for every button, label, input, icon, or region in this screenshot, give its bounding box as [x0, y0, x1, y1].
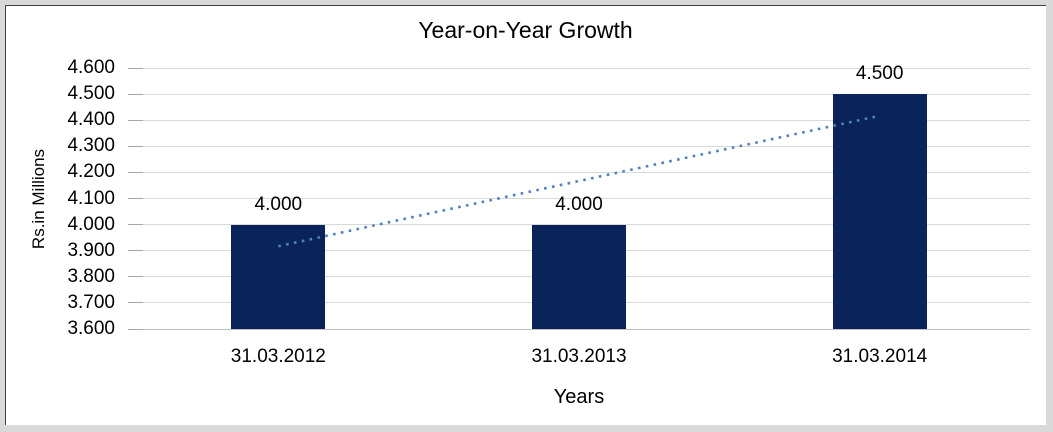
y-tick-label: 4.600: [67, 57, 115, 78]
x-tick-label: 31.03.2014: [832, 346, 928, 367]
gridline: [143, 93, 1030, 95]
gridline: [143, 198, 1030, 199]
y-tick-label: 4.200: [67, 161, 115, 183]
bar[interactable]: [832, 94, 927, 329]
y-tick-mark: [128, 302, 143, 304]
y-tick-mark: [128, 224, 143, 226]
gridline: [143, 119, 1030, 121]
x-axis-title: Years: [553, 386, 605, 408]
x-tick-label: 31.03.2013: [531, 346, 627, 367]
y-tick-label: 4.000: [67, 213, 115, 235]
bar-data-label: 4.500: [855, 63, 904, 85]
gridline: [143, 145, 1030, 147]
x-axis-tick-labels: 31.03.2012 31.03.2013 31.03.2014: [128, 346, 1030, 368]
y-tick-mark: [128, 198, 143, 199]
y-tick-mark: [128, 67, 143, 69]
y-tick-label: 4.500: [67, 83, 115, 105]
bar-data-label: 4.000: [555, 193, 603, 215]
y-tick-mark: [128, 250, 143, 252]
y-tick-mark: [128, 276, 143, 278]
y-tick-mark: [128, 145, 143, 147]
chart-title[interactable]: Year-on-Year Growth: [418, 17, 633, 43]
trendline[interactable]: [278, 114, 880, 248]
y-tick-label: 4.100: [67, 187, 115, 209]
plot-area: 4.000 4.000 4.500: [128, 63, 1030, 330]
bar-data-label: 4.000: [254, 193, 303, 215]
bar[interactable]: [231, 224, 326, 329]
y-tick-label: 3.700: [67, 291, 115, 313]
gridline: [143, 224, 1030, 226]
gridline: [143, 171, 1030, 173]
y-tick-mark: [128, 93, 143, 95]
y-tick-mark: [128, 328, 143, 330]
y-axis-tick-labels: 3.600 3.700 3.800 3.900 4.000 4.100 4.200 4.300…: [5, 58, 115, 339]
trendline-svg: [278, 114, 880, 248]
gridline: [143, 67, 1030, 69]
x-tick-label: 31.03.2012: [230, 346, 326, 367]
y-tick-label: 4.300: [67, 135, 115, 157]
y-tick-label: 3.800: [67, 265, 115, 287]
y-tick-mark: [128, 171, 143, 173]
y-tick-label: 3.600: [67, 318, 115, 339]
y-tick-mark: [128, 119, 143, 121]
bar[interactable]: [532, 224, 626, 329]
y-tick-label: 3.900: [67, 239, 115, 261]
y-tick-label: 4.400: [67, 109, 115, 131]
